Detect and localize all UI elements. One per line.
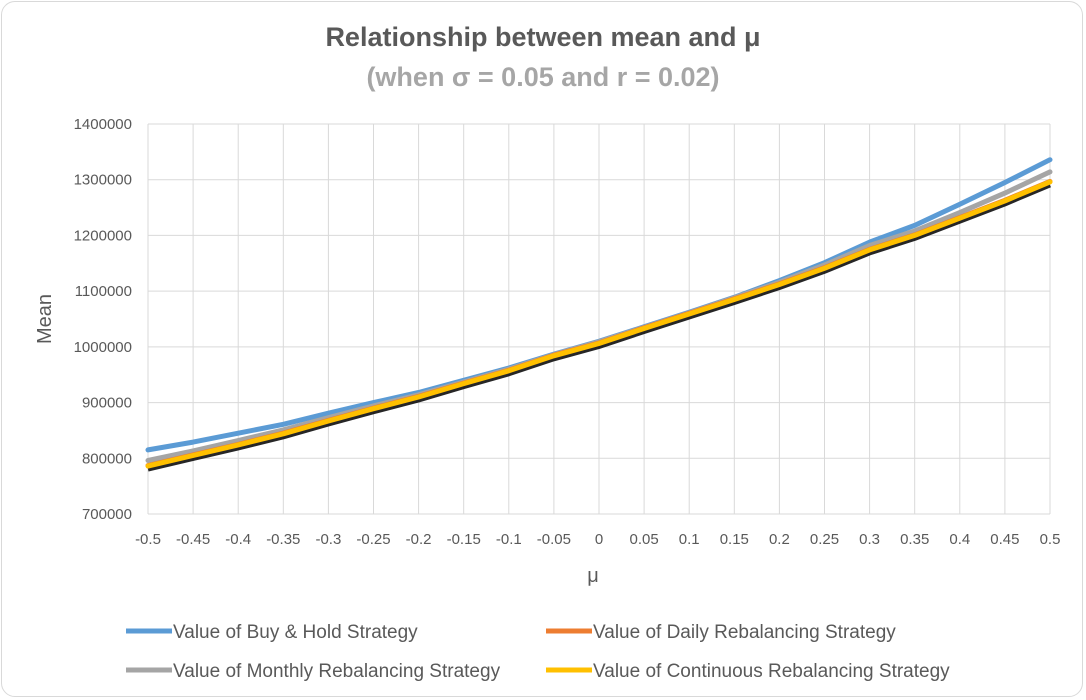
legend-label: Value of Daily Rebalancing Strategy — [593, 622, 896, 643]
x-tick-label: -0.25 — [356, 531, 390, 548]
x-tick-label: 0 — [595, 531, 603, 548]
legend-label: Value of Buy & Hold Strategy — [173, 622, 418, 643]
legend-label: Value of Continuous Rebalancing Strategy — [593, 661, 950, 682]
chart-title: Relationship between mean and μ — [325, 22, 761, 52]
y-tick-label: 1000000 — [74, 339, 132, 356]
legend-label: Value of Monthly Rebalancing Strategy — [173, 661, 501, 682]
x-tick-label: -0.5 — [135, 531, 161, 548]
gridlines — [147, 123, 1051, 515]
series-line-3 — [145, 179, 1053, 469]
x-tick-label: 0.3 — [859, 531, 880, 548]
x-tick-label: 0.5 — [1040, 531, 1061, 548]
y-tick-label: 900000 — [82, 395, 132, 412]
y-tick-label: 700000 — [82, 506, 132, 523]
x-tick-label: 0.2 — [769, 531, 790, 548]
legend: Value of Buy & Hold Strategy Value of Dai… — [126, 622, 950, 682]
x-tick-label: -0.4 — [225, 531, 251, 548]
x-tick-label: -0.35 — [266, 531, 300, 548]
chart-subtitle: (when σ = 0.05 and r = 0.02) — [366, 62, 720, 92]
x-tick-label: 0.45 — [990, 531, 1019, 548]
x-axis-ticks: -0.5 -0.45 -0.4 -0.35 -0.3 -0.25 -0.2 -0.15 -0.1… — [135, 531, 1060, 548]
y-axis-title: Mean — [34, 294, 56, 344]
x-tick-label: -0.05 — [537, 531, 571, 548]
continuous-series-shadow — [147, 182, 1051, 472]
x-axis-title: μ — [587, 565, 599, 587]
x-tick-label: -0.45 — [176, 531, 210, 548]
x-tick-label: 0.35 — [900, 531, 929, 548]
x-tick-label: 0.4 — [949, 531, 970, 548]
x-tick-label: 0.15 — [720, 531, 749, 548]
y-tick-label: 1200000 — [74, 227, 132, 244]
x-tick-label: 0.25 — [810, 531, 839, 548]
x-tick-label: -0.2 — [406, 531, 432, 548]
x-tick-label: -0.3 — [315, 531, 341, 548]
x-tick-label: 0.1 — [679, 531, 700, 548]
x-tick-label: -0.15 — [447, 531, 481, 548]
y-tick-label: 1100000 — [75, 283, 132, 300]
y-tick-label: 1400000 — [74, 116, 132, 133]
y-tick-label: 800000 — [82, 450, 132, 467]
series-lines — [145, 157, 1053, 472]
x-tick-label: 0.05 — [629, 531, 658, 548]
y-axis-ticks: 700000 800000 900000 1000000 1100000 1200000 1… — [74, 116, 132, 523]
x-tick-label: -0.1 — [496, 531, 522, 548]
y-tick-label: 1300000 — [74, 172, 132, 189]
